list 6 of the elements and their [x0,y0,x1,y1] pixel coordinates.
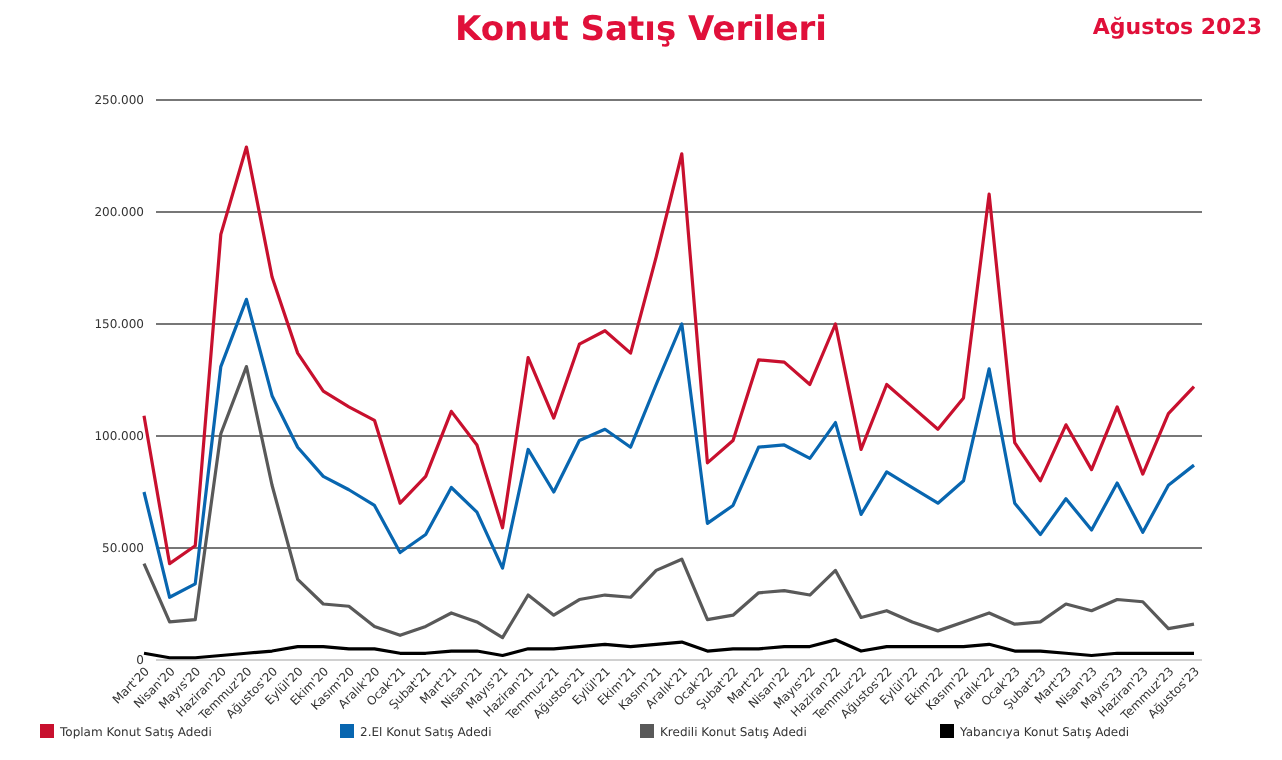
line-series [142,638,1196,660]
line-series [142,297,1196,599]
line-series [142,145,1196,566]
chart-subtitle: Ağustos 2023 [1092,14,1262,40]
line-series [142,364,1196,640]
chart-title: Konut Satış Verileri [454,10,828,50]
